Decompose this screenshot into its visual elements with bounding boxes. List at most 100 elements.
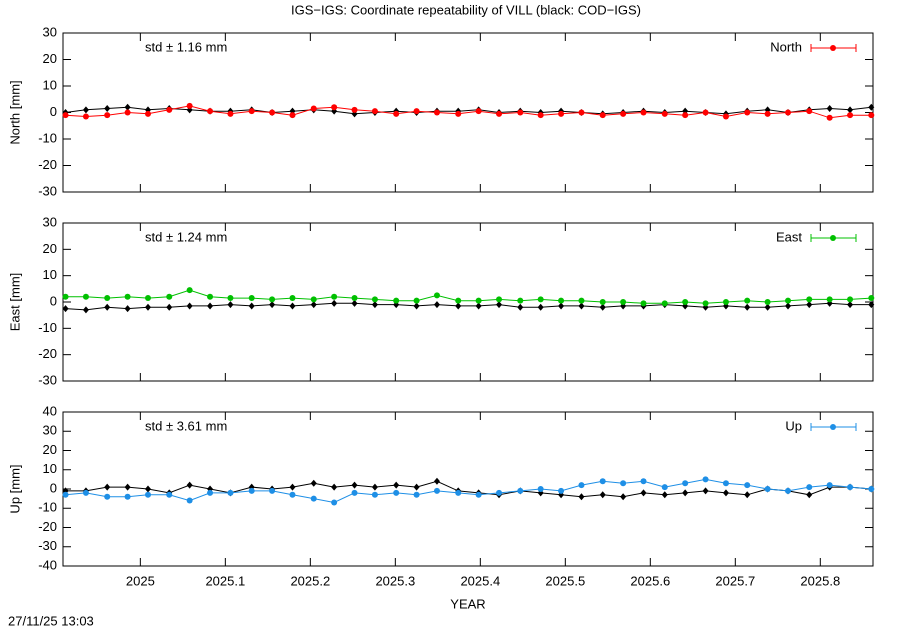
data-point [640, 478, 647, 485]
data-point [269, 487, 276, 494]
data-point [310, 301, 317, 309]
data-point [785, 297, 792, 304]
data-point [124, 103, 131, 111]
data-point [289, 295, 296, 302]
series-line [65, 106, 872, 115]
data-point [661, 484, 668, 491]
data-point [558, 110, 565, 117]
data-point [620, 480, 627, 487]
data-point [104, 295, 111, 302]
data-point [826, 482, 833, 489]
data-point [166, 491, 173, 498]
y-axis-label: North [mm] [7, 80, 22, 144]
data-point [496, 489, 503, 496]
data-point [104, 303, 111, 311]
data-point [826, 296, 833, 303]
chart-title: IGS−IGS: Coordinate repeatability of VIL… [291, 2, 641, 17]
data-point [124, 293, 131, 300]
y-tick-label: -20 [38, 519, 57, 534]
legend-symbol [830, 424, 836, 430]
legend-label: East [776, 229, 802, 244]
x-tick-label: 2025.7 [715, 573, 755, 588]
x-tick-label: 2025.4 [460, 573, 500, 588]
x-tick-label: 2025.2 [290, 573, 330, 588]
x-tick-label: 2025.1 [205, 573, 245, 588]
x-tick-label: 2025.5 [545, 573, 585, 588]
data-point [289, 483, 296, 491]
y-tick-label: 10 [43, 267, 57, 282]
data-point [599, 112, 606, 119]
legend-symbol [830, 45, 836, 51]
data-point [207, 293, 214, 300]
y-axis-label: East [mm] [7, 273, 22, 332]
data-point [826, 114, 833, 121]
data-point [764, 110, 771, 117]
data-point [847, 484, 854, 491]
data-point [640, 109, 647, 116]
data-point [578, 297, 585, 304]
data-point [661, 491, 668, 499]
data-point [351, 481, 358, 489]
data-point [517, 303, 524, 311]
data-point [289, 491, 296, 498]
data-point [104, 105, 111, 113]
data-point [661, 300, 668, 307]
data-point [744, 491, 751, 499]
y-tick-label: 40 [43, 403, 57, 418]
data-point [847, 106, 854, 114]
data-point [764, 299, 771, 305]
data-point [289, 302, 296, 310]
data-point [537, 486, 544, 492]
data-point [124, 483, 131, 491]
y-tick-label: -30 [38, 372, 57, 387]
data-point [702, 487, 709, 495]
series-line [65, 480, 872, 498]
data-point [785, 487, 792, 494]
series-line [65, 302, 872, 311]
data-point [331, 104, 338, 111]
data-point [682, 299, 689, 305]
data-point [682, 112, 689, 119]
data-point [558, 487, 565, 494]
data-point [496, 301, 503, 309]
data-point [475, 302, 482, 310]
data-point [722, 299, 729, 305]
data-point [517, 109, 524, 116]
data-point [806, 108, 813, 115]
data-point [475, 491, 482, 498]
annotation: std ± 3.61 mm [145, 418, 227, 433]
data-point [537, 112, 544, 119]
data-point [310, 479, 317, 487]
data-point [186, 497, 193, 504]
data-point [393, 489, 400, 496]
data-point [785, 302, 792, 310]
y-tick-label: 20 [43, 241, 57, 256]
y-tick-label: 20 [43, 51, 57, 66]
data-point [722, 489, 729, 497]
legend-label: North [770, 39, 802, 54]
data-point [351, 489, 358, 496]
data-point [433, 477, 440, 485]
data-point [82, 106, 89, 114]
data-point [744, 109, 751, 116]
data-point [496, 110, 503, 117]
data-point [248, 487, 255, 494]
data-point [186, 102, 193, 109]
data-point [620, 299, 627, 305]
data-point [640, 489, 647, 497]
y-tick-label: -10 [38, 500, 57, 515]
data-point [351, 299, 358, 307]
data-point [702, 109, 709, 116]
data-point [578, 493, 585, 501]
data-point [62, 112, 69, 119]
data-point [227, 295, 234, 302]
data-point [351, 295, 358, 302]
data-point [310, 296, 317, 303]
data-point [207, 489, 214, 496]
data-point [82, 489, 89, 496]
y-tick-label: -30 [38, 183, 57, 198]
data-point [475, 108, 482, 115]
series-line [65, 289, 872, 304]
data-point [331, 293, 338, 300]
